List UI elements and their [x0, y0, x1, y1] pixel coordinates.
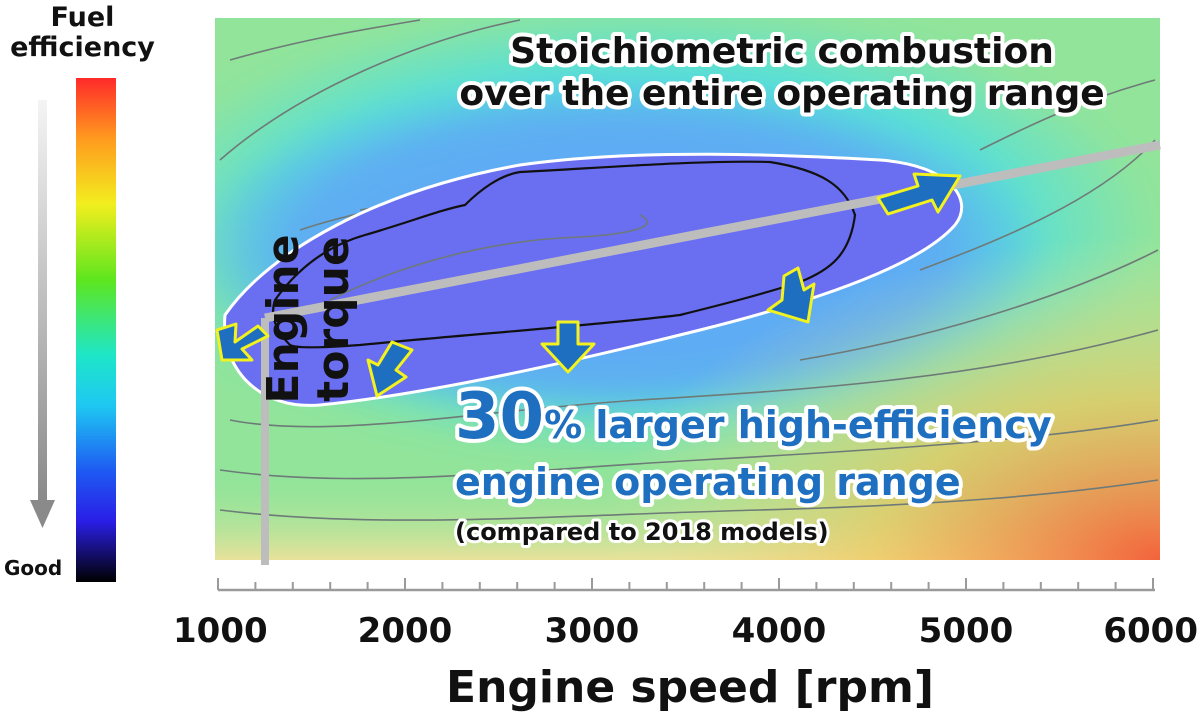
x-tick-label: 5000 — [919, 611, 1014, 651]
annotation-percent: % — [544, 403, 582, 447]
annotation-note: (compared to 2018 models) — [455, 518, 829, 546]
annotation-line1-rest: larger high-efficiency — [582, 403, 1052, 447]
legend-bottom-label: Good — [4, 556, 63, 580]
trend-line — [264, 140, 1161, 323]
expansion-arrows — [215, 172, 962, 398]
annotation-line-2: engine operating range — [455, 460, 961, 504]
title-line-2: over the entire operating range — [459, 73, 1104, 114]
x-axis-ticks — [217, 578, 1154, 590]
annotation-line-1: 30% larger high-efficiency — [455, 380, 1052, 454]
annotation-big-number: 30 — [455, 380, 544, 454]
x-axis-label: Engine speed [rpm] — [446, 662, 934, 713]
x-tick-label: 2000 — [358, 611, 453, 651]
arrow-down-2 — [540, 320, 596, 374]
x-tick-label: 4000 — [732, 611, 827, 651]
previous-efficiency-region — [272, 160, 857, 349]
y-axis-label: Engine torque — [258, 234, 359, 404]
legend-title-line-2: efficiency — [10, 32, 155, 63]
x-tick-label: 1000 — [173, 611, 268, 651]
arrow-down-right — [766, 266, 816, 324]
legend-colorbar — [76, 78, 116, 582]
x-axis-tick-labels: 1000 2000 3000 4000 5000 6000 — [173, 611, 1198, 651]
arrow-up-right — [876, 172, 962, 216]
x-tick-label: 6000 — [1103, 611, 1198, 651]
title-line-1: Stoichiometric combustion — [510, 31, 1054, 72]
x-tick-label: 3000 — [545, 611, 640, 651]
legend-title-line-1: Fuel — [50, 2, 115, 33]
arrow-left-down — [215, 322, 270, 362]
arrow-down-1 — [366, 340, 414, 398]
legend-down-arrow — [30, 100, 55, 528]
